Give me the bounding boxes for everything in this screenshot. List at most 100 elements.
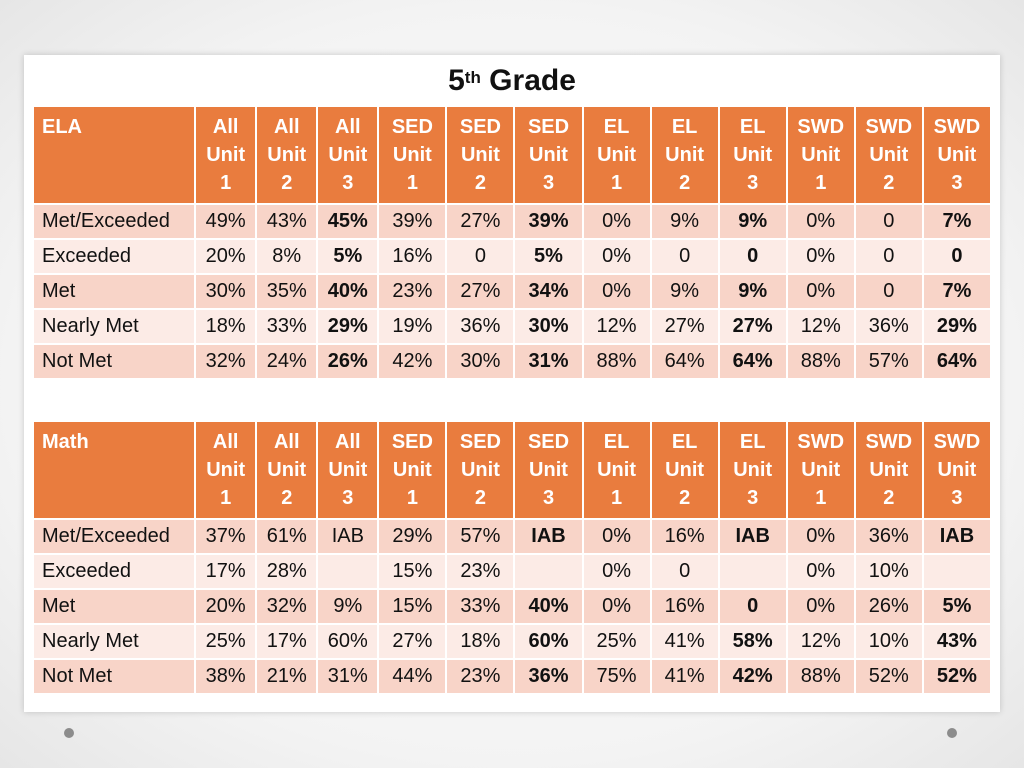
math-column-header: SWD Unit 3 — [923, 422, 990, 518]
table-cell: 16% — [651, 520, 718, 553]
table-cell: 0 — [719, 240, 786, 273]
column-header-line: 1 — [406, 172, 418, 194]
column-header-line: SED — [527, 116, 570, 138]
math-table-row: Met/Exceeded 37% 61% IAB 29% 57% IAB 0% 16% IAB 0%… — [34, 520, 990, 553]
table-cell: 25% — [196, 625, 256, 658]
column-header-line: 1 — [220, 172, 232, 194]
table-cell: 9% — [719, 205, 786, 238]
ela-table-row: Nearly Met 18% 33% 29% 19% 36% 30% 12% 27% 27% 12%… — [34, 310, 990, 343]
math-table: Math All Unit 1 All Unit 2 All Unit 3 SED Unit 1 SED U… — [32, 420, 992, 695]
table-cell — [515, 555, 582, 588]
ela-column-header: SWD Unit 2 — [855, 107, 922, 203]
table-cell: 0% — [583, 275, 650, 308]
math-column-header: All Unit 2 — [257, 422, 317, 518]
table-cell: 0 — [855, 240, 922, 273]
column-header-line: SED — [459, 431, 501, 453]
ela-column-header: EL Unit 2 — [651, 107, 718, 203]
math-table-row: Exceeded 17% 28% 15% 23% 0% 0 0% 10% — [34, 555, 990, 588]
column-header-line: All — [335, 116, 361, 138]
column-header-line: Unit — [801, 144, 841, 166]
table-cell: IAB — [923, 520, 990, 553]
table-cell: 0% — [787, 275, 854, 308]
next-nav-dot[interactable] — [947, 728, 957, 738]
table-cell: 23% — [447, 555, 514, 588]
table-cell: 64% — [719, 345, 786, 378]
ela-column-header: All Unit 3 — [318, 107, 378, 203]
title-text: Grade — [480, 64, 576, 97]
column-header-line: 3 — [747, 172, 759, 194]
table-cell: 0% — [787, 555, 854, 588]
table-cell: 57% — [447, 520, 514, 553]
row-label: Met — [34, 275, 195, 308]
column-header-line: 2 — [281, 172, 293, 194]
column-header-line: Unit — [460, 144, 500, 166]
table-cell: 42% — [719, 660, 786, 693]
table-cell: 40% — [318, 275, 378, 308]
column-header-line: EL — [671, 431, 698, 453]
table-cell: 27% — [651, 310, 718, 343]
table-cell: 0% — [583, 520, 650, 553]
table-cell: 0 — [651, 555, 718, 588]
table-cell: 34% — [515, 275, 582, 308]
table-cell: 36% — [447, 310, 514, 343]
table-cell: 30% — [515, 310, 582, 343]
column-header-line: SED — [391, 431, 433, 453]
column-header-line: Unit — [328, 459, 368, 481]
table-cell: 29% — [318, 310, 378, 343]
table-cell: 38% — [196, 660, 256, 693]
column-header-line: Unit — [665, 459, 705, 481]
table-cell: 0 — [447, 240, 514, 273]
math-column-header: EL Unit 1 — [583, 422, 650, 518]
title-superscript: th — [464, 68, 481, 87]
column-header-line: 2 — [883, 172, 895, 194]
column-header-line: SWD — [797, 116, 845, 138]
column-header-line: 1 — [611, 172, 623, 194]
table-cell: 64% — [923, 345, 990, 378]
column-header-line: Unit — [460, 459, 500, 481]
column-header-line: 2 — [883, 487, 895, 509]
row-label: Not Met — [34, 660, 195, 693]
math-table-row: Not Met 38% 21% 31% 44% 23% 36% 75% 41% 42% 88% 52%… — [34, 660, 990, 693]
table-cell: 8% — [257, 240, 317, 273]
math-column-header: SWD Unit 2 — [855, 422, 922, 518]
table-cell: 42% — [379, 345, 446, 378]
title-number: 5 — [448, 64, 465, 97]
row-label: Met — [34, 590, 195, 623]
table-cell: 45% — [318, 205, 378, 238]
table-cell: 37% — [196, 520, 256, 553]
table-cell — [719, 555, 786, 588]
column-header-line: 2 — [679, 487, 691, 509]
table-cell: 23% — [447, 660, 514, 693]
table-cell: 36% — [855, 310, 922, 343]
ela-column-header: EL Unit 1 — [583, 107, 650, 203]
ela-column-header: EL Unit 3 — [719, 107, 786, 203]
column-header-line: Unit — [597, 459, 636, 481]
table-cell: 19% — [379, 310, 446, 343]
column-header-line: Unit — [267, 459, 307, 481]
table-cell: IAB — [719, 520, 786, 553]
ela-header-label: ELA — [34, 107, 195, 203]
slide-title: 5th Grade — [24, 61, 1000, 101]
table-cell: 9% — [318, 590, 378, 623]
column-header-line: Unit — [597, 144, 636, 166]
table-cell: 32% — [257, 590, 317, 623]
table-cell: 27% — [379, 625, 446, 658]
table-cell: 33% — [447, 590, 514, 623]
prev-nav-dot[interactable] — [64, 728, 74, 738]
table-cell: 52% — [923, 660, 990, 693]
table-cell: 36% — [515, 660, 582, 693]
column-header-line: SWD — [933, 116, 981, 138]
ela-table-row: Not Met 32% 24% 26% 42% 30% 31% 88% 64% 64% 88% 57%… — [34, 345, 990, 378]
table-cell: 60% — [515, 625, 582, 658]
column-header-line: EL — [739, 431, 766, 453]
table-cell: 52% — [855, 660, 922, 693]
math-column-header: SWD Unit 1 — [787, 422, 854, 518]
table-cell: 7% — [923, 275, 990, 308]
column-header-line: 1 — [611, 487, 623, 509]
table-cell: 9% — [651, 205, 718, 238]
ela-body: Met/Exceeded 49% 43% 45% 39% 27% 39% 0% 9% 9% 0% 0 7… — [34, 205, 990, 378]
table-cell: 0 — [651, 240, 718, 273]
table-cell: 0% — [787, 240, 854, 273]
table-cell: 7% — [923, 205, 990, 238]
column-header-line: Unit — [529, 144, 568, 166]
